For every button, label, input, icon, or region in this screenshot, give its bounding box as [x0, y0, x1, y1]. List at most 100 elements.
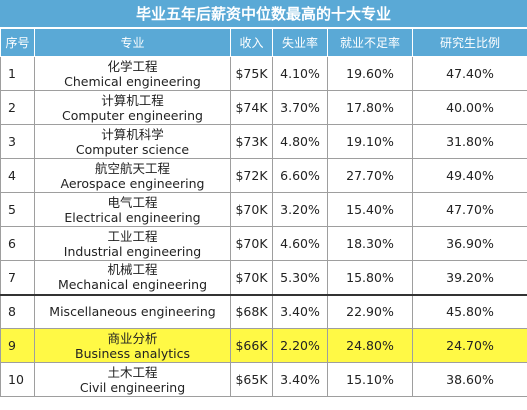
- table-row: 10 土木工程 Civil engineering $65K 3.40% 15.10% 38…: [0, 362, 527, 397]
- row-major: Miscellaneous engineering: [34, 293, 231, 329]
- row-underemployment-rate: 24.80%: [327, 328, 413, 363]
- row-major: 土木工程 Civil engineering: [34, 362, 231, 397]
- row-index: 6: [0, 226, 35, 261]
- row-grad-share: 38.60%: [412, 362, 527, 397]
- table-row: 3 计算机科学 Computer science $73K 4.80% 19.10% 31.…: [0, 124, 527, 159]
- major-name-cn: 化学工程: [107, 58, 158, 74]
- row-underemployment-rate: 27.70%: [327, 158, 413, 193]
- major-name-cn: 计算机工程: [101, 92, 164, 108]
- row-major: 计算机工程 Computer engineering: [34, 90, 231, 125]
- row-grad-share: 31.80%: [412, 124, 527, 159]
- major-name-en: Computer engineering: [62, 107, 203, 123]
- row-grad-share: 24.70%: [412, 328, 527, 363]
- row-index: 1: [0, 56, 35, 91]
- row-grad-share: 45.80%: [412, 293, 527, 329]
- table-row: 6 工业工程 Industrial engineering $70K 4.60% 18.3…: [0, 226, 527, 261]
- majors-table: 序号 专业 收入 失业率 就业不足率 研究生比例 1 化学工程 Chemical e…: [0, 28, 527, 397]
- table-row: 5 电气工程 Electrical engineering $70K 3.20% 15.4…: [0, 192, 527, 227]
- row-major: 工业工程 Industrial engineering: [34, 226, 231, 261]
- row-major: 商业分析 Business analytics: [34, 328, 231, 363]
- row-index: 10: [0, 362, 35, 397]
- row-underemployment-rate: 15.10%: [327, 362, 413, 397]
- major-name-cn: 电气工程: [107, 194, 158, 210]
- row-index: 5: [0, 192, 35, 227]
- table-row: 8 Miscellaneous engineering $68K 3.40% 22.90…: [0, 293, 527, 329]
- major-name-en: Aerospace engineering: [60, 175, 205, 191]
- row-income: $73K: [230, 124, 273, 159]
- row-index: 8: [0, 293, 35, 329]
- row-major: 航空航天工程 Aerospace engineering: [34, 158, 231, 193]
- major-name-en: Computer science: [75, 141, 190, 157]
- row-unemployment-rate: 4.60%: [272, 226, 328, 261]
- major-name-cn: 航空航天工程: [94, 160, 170, 176]
- row-index: 4: [0, 158, 35, 193]
- row-unemployment-rate: 3.20%: [272, 192, 328, 227]
- header-major: 专业: [34, 28, 231, 57]
- row-income: $65K: [230, 362, 273, 397]
- table-row: 2 计算机工程 Computer engineering $74K 3.70% 17.80…: [0, 90, 527, 125]
- table-row: 9 商业分析 Business analytics $66K 2.20% 24.80% 24…: [0, 328, 527, 363]
- major-name-cn: 土木工程: [107, 364, 158, 380]
- row-income: $70K: [230, 226, 273, 261]
- row-income: $72K: [230, 158, 273, 193]
- row-unemployment-rate: 3.70%: [272, 90, 328, 125]
- row-major: 化学工程 Chemical engineering: [34, 56, 231, 91]
- major-name-cn: 机械工程: [107, 262, 158, 278]
- row-income: $68K: [230, 293, 273, 329]
- row-income: $74K: [230, 90, 273, 125]
- row-grad-share: 49.40%: [412, 158, 527, 193]
- table-row: 4 航空航天工程 Aerospace engineering $72K 6.60% 27.…: [0, 158, 527, 193]
- row-major: 机械工程 Mechanical engineering: [34, 260, 231, 295]
- row-grad-share: 39.20%: [412, 260, 527, 295]
- row-underemployment-rate: 17.80%: [327, 90, 413, 125]
- row-unemployment-rate: 3.40%: [272, 362, 328, 397]
- row-unemployment-rate: 2.20%: [272, 328, 328, 363]
- table-row: 1 化学工程 Chemical engineering $75K 4.10% 19.60%…: [0, 56, 527, 91]
- table-title: 毕业五年后薪资中位数最高的十大专业: [0, 0, 527, 28]
- row-unemployment-rate: 5.30%: [272, 260, 328, 295]
- row-unemployment-rate: 4.10%: [272, 56, 328, 91]
- row-unemployment-rate: 6.60%: [272, 158, 328, 193]
- row-income: $75K: [230, 56, 273, 91]
- table-row: 7 机械工程 Mechanical engineering $70K 5.30% 15.8…: [0, 260, 527, 295]
- row-index: 3: [0, 124, 35, 159]
- row-unemployment-rate: 4.80%: [272, 124, 328, 159]
- row-income: $70K: [230, 260, 273, 295]
- row-major: 计算机科学 Computer science: [34, 124, 231, 159]
- header-income: 收入: [230, 28, 273, 57]
- major-name-en: Miscellaneous engineering: [49, 304, 216, 320]
- header-unemployment: 失业率: [272, 28, 328, 57]
- row-unemployment-rate: 3.40%: [272, 293, 328, 329]
- header-underemployment: 就业不足率: [327, 28, 413, 57]
- row-grad-share: 40.00%: [412, 90, 527, 125]
- major-name-en: Industrial engineering: [63, 243, 202, 259]
- row-underemployment-rate: 15.40%: [327, 192, 413, 227]
- row-underemployment-rate: 22.90%: [327, 293, 413, 329]
- row-underemployment-rate: 18.30%: [327, 226, 413, 261]
- header-grad-share: 研究生比例: [412, 28, 527, 57]
- row-grad-share: 36.90%: [412, 226, 527, 261]
- major-name-en: Mechanical engineering: [57, 277, 208, 293]
- row-underemployment-rate: 19.10%: [327, 124, 413, 159]
- row-underemployment-rate: 19.60%: [327, 56, 413, 91]
- major-name-cn: 商业分析: [107, 330, 158, 346]
- row-grad-share: 47.40%: [412, 56, 527, 91]
- row-index: 9: [0, 328, 35, 363]
- row-grad-share: 47.70%: [412, 192, 527, 227]
- table-body: 1 化学工程 Chemical engineering $75K 4.10% 19.60%…: [0, 56, 527, 397]
- major-name-cn: 工业工程: [107, 228, 158, 244]
- row-index: 2: [0, 90, 35, 125]
- row-major: 电气工程 Electrical engineering: [34, 192, 231, 227]
- major-name-en: Business analytics: [75, 345, 190, 361]
- header-index: 序号: [0, 28, 35, 57]
- row-underemployment-rate: 15.80%: [327, 260, 413, 295]
- major-name-cn: 计算机科学: [101, 126, 164, 142]
- row-income: $66K: [230, 328, 273, 363]
- major-name-en: Chemical engineering: [64, 73, 201, 89]
- major-name-en: Electrical engineering: [64, 209, 201, 225]
- major-name-en: Civil engineering: [79, 379, 186, 395]
- row-income: $70K: [230, 192, 273, 227]
- row-index: 7: [0, 260, 35, 295]
- header-row: 序号 专业 收入 失业率 就业不足率 研究生比例: [0, 28, 527, 57]
